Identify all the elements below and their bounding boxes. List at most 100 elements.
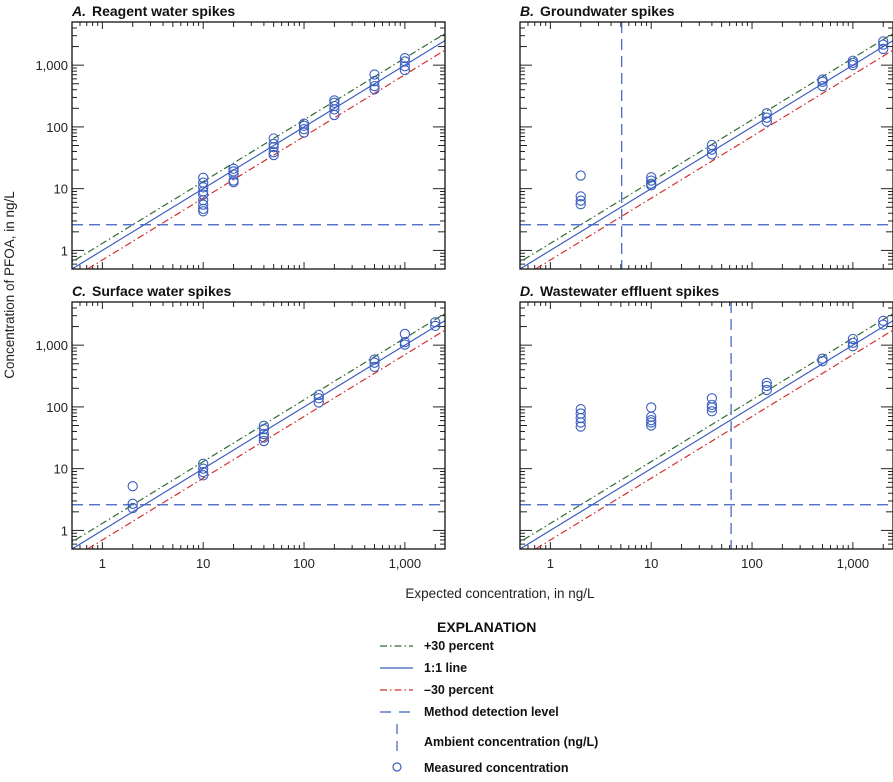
y-tick-label: 1 <box>61 243 68 258</box>
measured-concentration-point <box>329 95 340 106</box>
plus-30-percent-line <box>520 312 893 543</box>
measured-concentration-point <box>258 424 270 435</box>
measured-concentration-point <box>575 417 586 428</box>
legend-item-one-to-one: 1:1 line <box>380 661 467 675</box>
measured-concentration-point <box>646 402 657 413</box>
panel-b: B. Groundwater spikes <box>519 3 893 270</box>
measured-concentration-point <box>706 399 718 410</box>
measured-concentration-point <box>369 354 380 365</box>
plus-30-percent-line <box>72 312 445 543</box>
panel-title: A. Reagent water spikes <box>71 3 235 19</box>
legend-title: EXPLANATION <box>437 619 536 635</box>
ticks <box>519 301 893 550</box>
measured-concentration-point <box>198 182 209 193</box>
ticks <box>71 21 445 270</box>
measured-concentration-point <box>399 328 411 340</box>
measured-concentration-point <box>198 458 209 469</box>
measured-concentration-point <box>198 206 209 217</box>
measured-concentration-point <box>369 361 380 373</box>
measured-concentration-point <box>399 52 411 64</box>
legend-label: Method detection level <box>424 705 559 719</box>
measured-concentration-point <box>646 417 657 428</box>
panel-title: C. Surface water spikes <box>72 283 232 299</box>
legend-label: +30 percent <box>424 639 495 653</box>
measured-concentration-point <box>761 112 772 123</box>
measured-concentration-point <box>761 384 772 396</box>
measured-concentration-point <box>198 463 209 474</box>
measured-concentration-point <box>399 339 411 350</box>
measured-concentration-point <box>646 172 657 183</box>
minus-30-percent-line <box>534 49 893 269</box>
measured-concentration-point <box>817 353 828 364</box>
measured-concentration-point <box>258 432 270 443</box>
y-tick-label: 10 <box>54 462 68 477</box>
measured-concentration-point <box>761 108 772 119</box>
measured-concentration-point <box>575 191 586 202</box>
x-tick-label: 1 <box>99 556 106 571</box>
legend-label: Measured concentration <box>424 761 568 775</box>
measured-concentration-point <box>369 357 380 368</box>
measured-concentration-point <box>198 203 209 215</box>
legend-item-ambient: Ambient concentration (ng/L) <box>396 724 598 754</box>
panel-letter: C. <box>72 283 86 299</box>
x-tick-label: 10 <box>196 556 210 571</box>
legend-item-mdl: Method detection level <box>380 705 559 719</box>
panel-title-text: Reagent water spikes <box>92 3 235 19</box>
measured-concentration-point <box>847 337 859 349</box>
measured-concentration-point <box>228 163 239 174</box>
measured-concentration-point <box>646 420 657 431</box>
measured-concentration-point <box>575 421 586 432</box>
measured-concentration-point <box>761 116 772 127</box>
one-to-one-line <box>72 39 445 269</box>
panel-title-text: Surface water spikes <box>92 283 232 299</box>
measured-concentration-point <box>706 149 718 160</box>
panel-letter: B. <box>520 3 534 19</box>
y-tick-label: 10 <box>54 182 68 197</box>
measured-concentration-point <box>369 80 380 92</box>
measured-concentration-point <box>847 333 859 345</box>
plot-frame <box>71 301 446 550</box>
measured-concentration-point <box>399 336 411 348</box>
legend-item-minus30: –30 percent <box>380 683 494 697</box>
measured-concentration-point <box>369 84 380 95</box>
y-tick-label: 1,000 <box>35 58 68 73</box>
measured-concentration-point <box>298 123 310 135</box>
measured-concentration-point <box>847 341 859 352</box>
measured-concentration-point <box>258 435 270 447</box>
x-tick-label: 1,000 <box>837 556 870 571</box>
measured-concentration-point <box>575 195 586 206</box>
ticks <box>71 301 445 550</box>
measured-concentration-point <box>228 177 239 188</box>
y-tick-label: 100 <box>46 400 68 415</box>
minus-30-percent-line <box>86 49 445 269</box>
measured-concentration-point <box>127 502 138 514</box>
measured-concentration-point <box>575 170 586 181</box>
panel-d: D. Wastewater effluent spikes 1 10 100 1,000 <box>519 283 893 571</box>
measured-concentration-point <box>817 356 828 367</box>
measured-concentration-point <box>646 175 657 186</box>
legend-label: –30 percent <box>424 683 494 697</box>
x-tick-label: 10 <box>644 556 658 571</box>
measured-concentration-point <box>761 380 772 392</box>
measured-concentration-point <box>268 147 279 158</box>
minus-30-percent-line <box>86 329 445 549</box>
y-axis-label: Concentration of PFOA, in ng/L <box>2 191 17 379</box>
plus-30-percent-line <box>72 32 445 263</box>
panel-letter: A. <box>71 3 86 19</box>
panel-a: A. Reagent water spikes 1 10 100 1,000 <box>35 3 446 270</box>
panel-title-text: Groundwater spikes <box>540 3 675 19</box>
measured-concentration-point <box>258 428 270 440</box>
measured-concentration-point <box>706 406 718 417</box>
measured-concentration-point <box>399 61 411 72</box>
x-tick-label: 1 <box>547 556 554 571</box>
measured-concentration-point <box>329 104 340 115</box>
x-tick-label: 100 <box>741 556 763 571</box>
measured-concentration-point <box>430 317 441 328</box>
one-to-one-line <box>72 319 445 549</box>
measured-concentration-point <box>575 199 586 210</box>
ticks <box>519 21 893 270</box>
plot-frame <box>519 21 893 270</box>
measured-concentration-point <box>127 481 138 492</box>
measured-concentration-point <box>878 319 889 330</box>
